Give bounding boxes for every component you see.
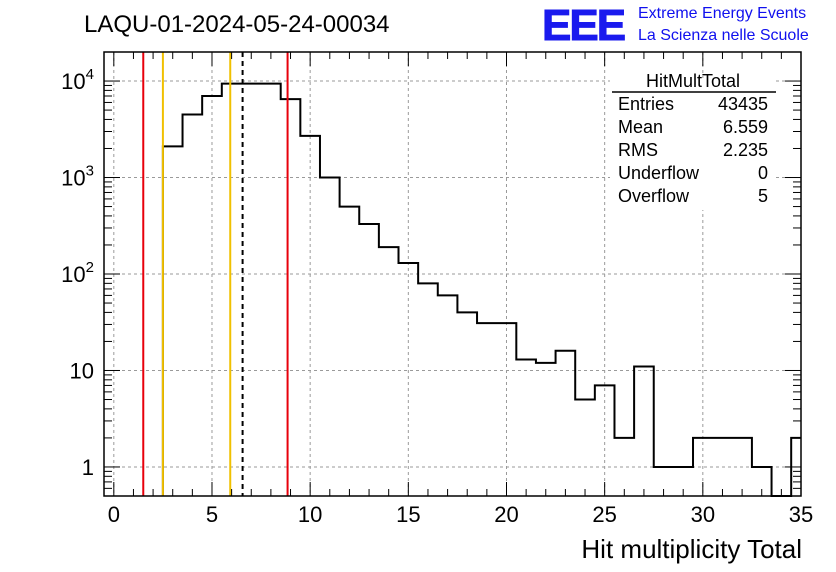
y-tick-label: 102 [61,259,94,287]
stats-row-label: Underflow [618,163,700,183]
eee-logo: EEE Extreme Energy Events La Scienza nel… [542,1,809,51]
stats-row-value: 43435 [718,94,768,114]
histogram-bin [183,115,203,496]
chart-title: LAQU-01-2024-05-24-00034 [84,11,390,38]
histogram-bin [536,363,556,496]
histogram-bin [222,84,242,496]
stats-row-value: 2.235 [723,140,768,160]
histogram-bin [399,263,419,496]
histogram-bin [320,178,340,496]
histogram-bin [261,84,281,496]
x-tick-label: 15 [396,502,420,527]
x-tick-label: 25 [592,502,616,527]
x-tick-label: 10 [298,502,322,527]
histogram-bin [516,359,536,496]
x-tick-label: 35 [789,502,813,527]
y-tick-label: 10 [70,358,94,383]
histogram-bin [438,295,458,496]
stats-row-label: Mean [618,117,663,137]
histogram-bin [595,385,615,496]
logo-line-1: Extreme Energy Events [638,5,806,22]
stats-row-label: Overflow [618,186,690,206]
histogram-bin [163,146,183,496]
stats-row-label: RMS [618,140,658,160]
marker-lines [142,52,289,496]
stats-box-bg [610,78,776,210]
y-tick-label: 103 [61,163,94,191]
histogram-bin [556,351,576,496]
stats-row-label: Entries [618,94,674,114]
x-axis-label: Hit multiplicity Total [581,534,802,564]
histogram-bin [241,84,261,496]
y-tick-label: 1 [82,455,94,480]
tick-labels: 0 5 10 15 20 25 30 35 1 10 102 103 104 [61,66,813,527]
x-tick-label: 20 [494,502,518,527]
x-tick-label: 30 [691,502,715,527]
histogram-bin [359,224,379,496]
histogram-bin [202,96,222,496]
stats-row-value: 5 [758,186,768,206]
histogram-bin [281,99,301,496]
histogram-bin [575,400,595,496]
stats-box-title: HitMultTotal [646,71,740,91]
histogram-bin [300,136,320,496]
histogram-bin [457,312,477,496]
y-tick-label: 104 [61,66,94,94]
histogram-bin [418,283,438,496]
histogram-bin [497,323,517,496]
histogram-bin [614,438,634,496]
logo-mark: EEE [542,1,625,50]
x-tick-label: 0 [108,502,120,527]
stats-row-value: 6.559 [723,117,768,137]
histogram-bin [379,247,399,496]
histogram-bin [477,323,497,496]
histogram-bin [340,207,360,496]
x-tick-label: 5 [206,502,218,527]
axes-frame [103,51,802,497]
stats-box: HitMultTotal Entries 43435 Mean 6.559 RMS 2.2… [610,71,776,210]
histogram-bin [732,438,752,496]
histogram-outline [161,82,801,497]
histogram-bin [713,438,733,496]
stats-row-value: 0 [758,163,768,183]
histogram-bin [634,366,654,496]
logo-line-2: La Scienza nelle Scuole [638,27,809,44]
histogram [161,82,801,497]
